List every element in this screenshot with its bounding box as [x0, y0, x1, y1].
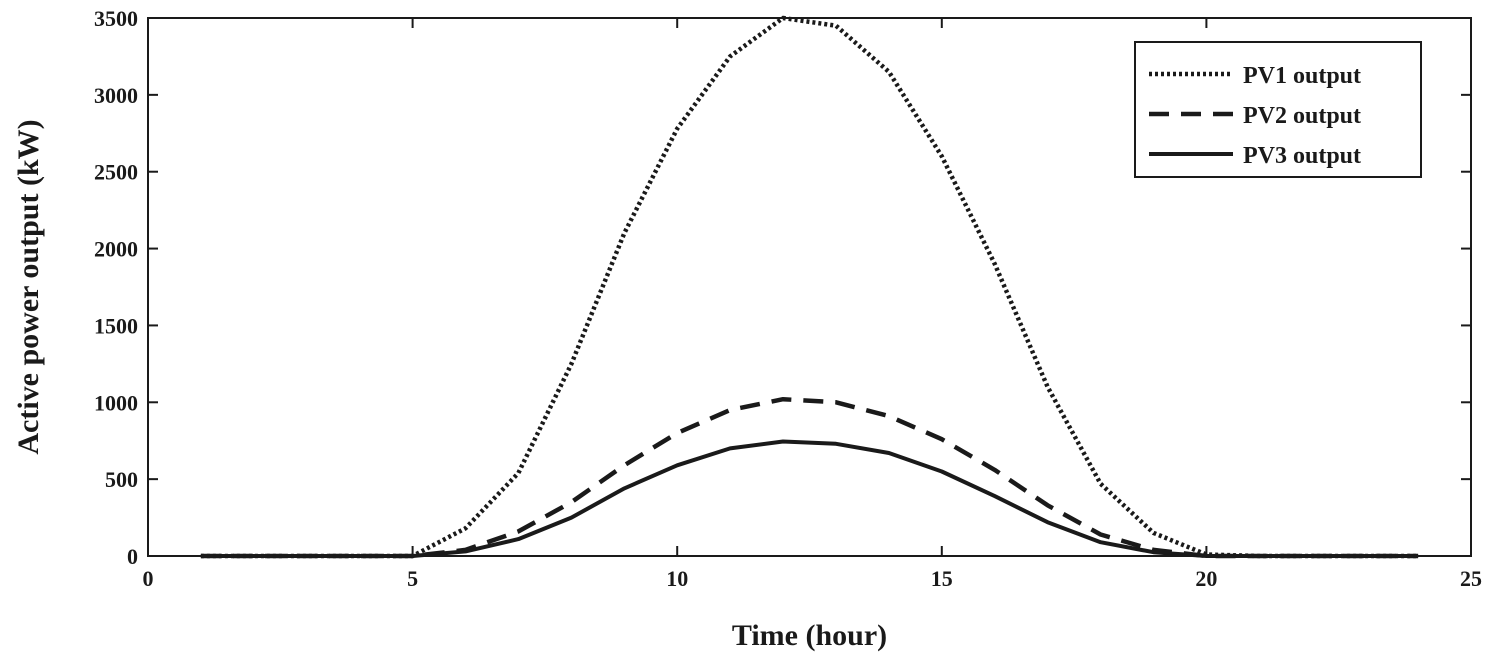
y-tick-label: 0	[127, 544, 138, 569]
series-line-pv2	[200, 396, 1419, 559]
x-tick-label: 10	[666, 566, 688, 591]
x-tick-label: 25	[1460, 566, 1482, 591]
y-tick-label: 1500	[94, 313, 138, 338]
legend-label-pv2: PV2 output	[1243, 103, 1361, 129]
x-axis-title: Time (hour)	[732, 619, 887, 652]
y-tick-label: 3500	[94, 6, 138, 31]
x-tick-label: 0	[143, 566, 154, 591]
x-tick-label: 20	[1195, 566, 1217, 591]
legend-label-pv1: PV1 output	[1243, 63, 1361, 89]
series-line-pv3	[200, 439, 1419, 558]
y-tick-label: 2000	[94, 237, 138, 262]
y-tick-label: 1000	[94, 390, 138, 415]
y-axis-title: Active power output (kW)	[12, 119, 45, 454]
x-tick-label: 15	[931, 566, 953, 591]
plot-area-frame	[147, 17, 1472, 557]
y-tick-label: 500	[105, 467, 138, 492]
x-tick-label: 5	[407, 566, 418, 591]
y-tick-label: 2500	[94, 160, 138, 185]
legend-label-pv3: PV3 output	[1243, 143, 1361, 169]
y-tick-label: 3000	[94, 83, 138, 108]
